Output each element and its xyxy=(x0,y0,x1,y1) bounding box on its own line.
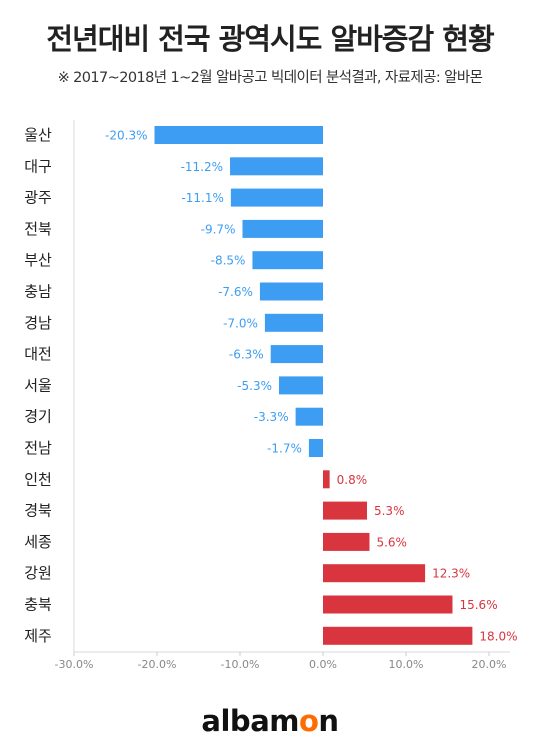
category-label: 인천 xyxy=(24,470,52,488)
category-label: 강원 xyxy=(24,564,52,582)
data-label: 0.8% xyxy=(337,473,368,487)
albamon-logo: albamon xyxy=(0,704,540,738)
logo-text-prefix: albam xyxy=(201,704,299,738)
bar xyxy=(154,126,323,144)
category-label: 서울 xyxy=(24,376,52,394)
bar xyxy=(323,564,426,583)
bar-chart: 울산 -20.3% 대구 -11.2% 광주 -11.1% 전북 -9.7% 부산 -8.5% 충남… xyxy=(24,120,518,671)
bar xyxy=(323,532,370,551)
x-tick-label: -20.0% xyxy=(138,658,177,671)
category-label: 대전 xyxy=(24,345,52,363)
bar xyxy=(308,439,323,457)
bar xyxy=(230,157,323,176)
category-label: 세종 xyxy=(24,533,52,551)
data-label: -11.2% xyxy=(181,160,223,174)
bar xyxy=(279,376,323,395)
x-tick-label: 10.0% xyxy=(389,658,424,671)
category-label: 울산 xyxy=(24,126,52,144)
data-label: 5.3% xyxy=(374,504,405,518)
data-label: -7.0% xyxy=(223,316,258,330)
data-label: 18.0% xyxy=(479,629,517,643)
data-label: -5.3% xyxy=(237,379,272,393)
logo-o-letter: o xyxy=(298,704,319,738)
category-label: 부산 xyxy=(24,251,52,269)
category-label: 경남 xyxy=(24,314,52,332)
data-label: -7.6% xyxy=(218,285,253,299)
data-label: -9.7% xyxy=(201,222,236,236)
chart-subtitle: ※ 2017~2018년 1~2월 알바공고 빅데이터 분석결과, 자료제공: … xyxy=(57,70,483,86)
category-label: 대구 xyxy=(24,157,52,175)
bar xyxy=(323,501,367,520)
category-label: 전북 xyxy=(24,220,52,238)
x-tick-label: -10.0% xyxy=(221,658,260,671)
data-label: 5.6% xyxy=(376,535,407,549)
data-label: 15.6% xyxy=(459,598,497,612)
x-tick-label: 0.0% xyxy=(309,658,337,671)
bar xyxy=(264,313,323,332)
category-label: 제주 xyxy=(24,627,52,645)
data-label: 12.3% xyxy=(432,567,470,581)
bar xyxy=(270,345,323,364)
bar xyxy=(252,251,323,270)
category-label: 광주 xyxy=(24,189,52,207)
bar xyxy=(323,470,330,489)
category-label: 충북 xyxy=(24,596,52,614)
category-label: 경북 xyxy=(24,502,52,520)
data-label: -20.3% xyxy=(105,129,147,143)
bar xyxy=(295,407,323,426)
x-tick-label: -30.0% xyxy=(55,658,94,671)
bar xyxy=(230,188,323,207)
bar xyxy=(323,595,453,614)
category-label: 전남 xyxy=(24,439,52,457)
x-tick-label: 20.0% xyxy=(472,658,507,671)
logo-text-suffix: n xyxy=(318,704,339,738)
data-label: -8.5% xyxy=(211,254,246,268)
bar xyxy=(323,626,473,645)
category-label: 충남 xyxy=(24,283,52,301)
bar xyxy=(242,219,323,238)
data-label: -11.1% xyxy=(181,191,223,205)
data-label: -6.3% xyxy=(229,348,264,362)
bar xyxy=(259,282,323,301)
data-label: -1.7% xyxy=(267,442,302,456)
chart-title: 전년대비 전국 광역시도 알바증감 현황 xyxy=(46,22,494,56)
data-label: -3.3% xyxy=(254,410,289,424)
category-label: 경기 xyxy=(24,408,52,426)
